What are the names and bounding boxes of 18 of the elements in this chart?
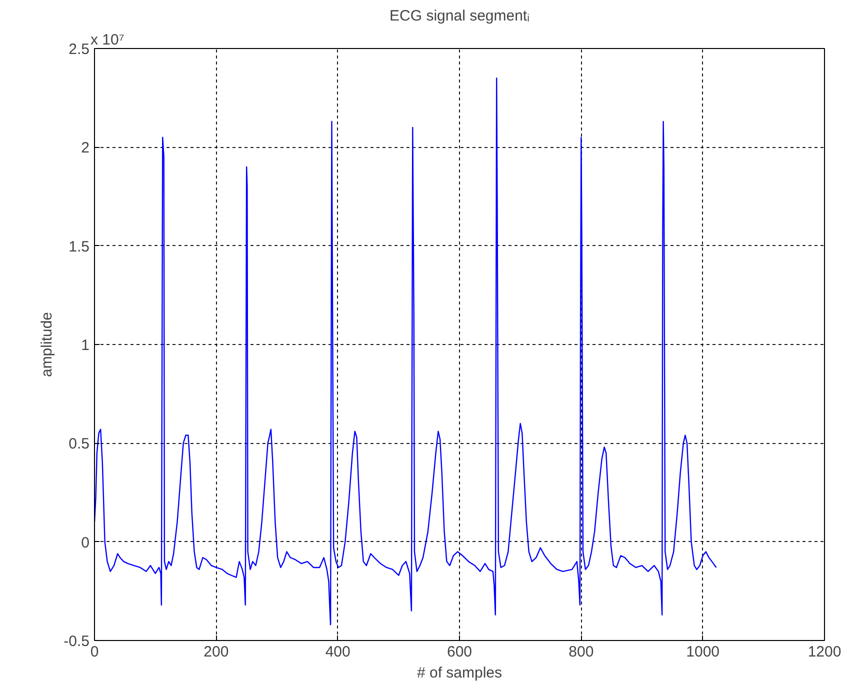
y-tick-label: 0	[81, 534, 90, 552]
y-tick-label: 0.5	[68, 436, 90, 453]
y-tick-label: 2.5	[68, 41, 90, 58]
x-tick-label: 800	[568, 644, 594, 660]
text: x 10⁷	[90, 32, 124, 48]
x-tick-label: 1000	[686, 644, 720, 660]
x-tick-label: 200	[204, 644, 229, 660]
y-tick-label: 1.5	[68, 238, 90, 256]
y-axis-title: amplitude	[38, 312, 56, 378]
y-tick-label: 1	[81, 337, 90, 354]
x-axis-title: # of samples	[416, 664, 502, 682]
x-tick-label: 600	[446, 644, 472, 660]
y-tick-label: -0.5	[64, 633, 90, 650]
chart-title: ECG signal segmentᵢ	[390, 8, 530, 24]
line-series	[94, 78, 717, 626]
y-tick-label: 2	[81, 140, 90, 157]
x-tick-label: 400	[325, 644, 350, 660]
x-tick-label: 1200	[808, 644, 842, 660]
